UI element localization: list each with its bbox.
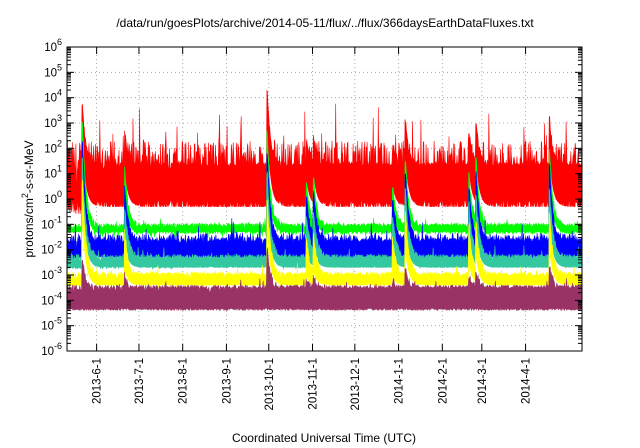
y-tick-label: 103 (44, 113, 62, 130)
x-axis-label: Coordinated Universal Time (UTC) (232, 431, 416, 445)
flux-series-1 (66, 89, 583, 215)
x-tick-label: 2013-11-1 (308, 358, 320, 410)
y-tick-label: 10-2 (41, 240, 62, 257)
x-tick-label: 2013-8-1 (178, 358, 190, 404)
x-tick-label: 2013-10-1 (264, 358, 276, 410)
x-axis-ticks: 2013-6-1 2013-7-1 2013-8-1 2013-9-1 2013-10-… (92, 47, 533, 410)
x-tick-label: 2014-1-1 (394, 358, 406, 404)
x-tick-label: 2013-7-1 (134, 358, 146, 404)
x-tick-label: 2014-4-1 (521, 358, 533, 404)
y-tick-label: 104 (44, 88, 62, 105)
y-tick-label: 101 (44, 164, 62, 181)
x-tick-label: 2014-2-1 (437, 358, 449, 404)
x-tick-label: 2013-12-1 (350, 358, 362, 410)
y-tick-label: 106 (44, 37, 62, 54)
y-tick-label: 10-5 (41, 316, 62, 333)
y-tick-label: 10-1 (41, 214, 62, 231)
y-tick-label: 102 (44, 138, 62, 155)
y-axis-ticks: 10-6 10-5 10-4 10-3 10-2 10-1 100 101 102 103 104 1… (41, 37, 582, 358)
x-tick-label: 2013-9-1 (221, 358, 233, 404)
y-tick-label: 10-4 (41, 290, 62, 307)
y-tick-label: 100 (44, 189, 62, 206)
y-tick-label: 10-6 (41, 341, 62, 358)
y-axis-label: protons/cm2-s-sr-MeV (20, 140, 36, 257)
series-layer (66, 89, 583, 312)
y-tick-label: 105 (44, 62, 62, 79)
x-tick-label: 2013-6-1 (92, 358, 104, 404)
chart-title: /data/run/goesPlots/archive/2014-05-11/f… (116, 16, 534, 30)
x-tick-label: 2014-3-1 (477, 358, 489, 404)
y-tick-label: 10-3 (41, 265, 62, 282)
